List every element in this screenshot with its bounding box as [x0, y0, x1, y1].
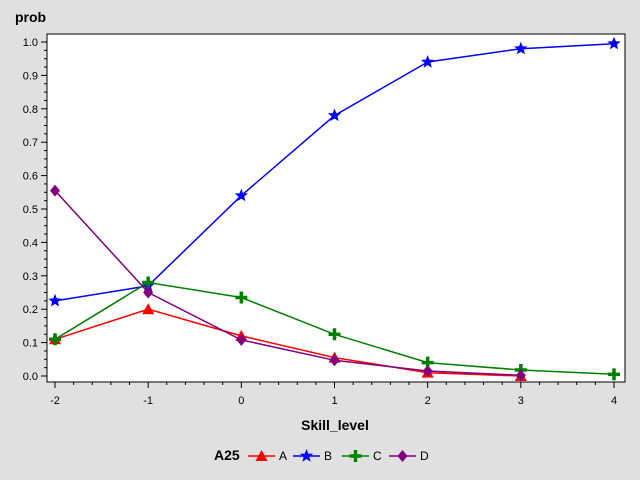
- data-point: [608, 368, 620, 381]
- data-point: [515, 369, 526, 382]
- legend: A25 A B C D: [214, 447, 429, 463]
- legend-label: C: [373, 449, 382, 463]
- data-point: [328, 328, 341, 341]
- data-point: [48, 293, 62, 307]
- legend-item-D: D: [389, 449, 429, 463]
- y-tick-label: 0.4: [23, 237, 38, 249]
- y-tick-label: 0.0: [23, 371, 38, 383]
- y-tick-label: 0.8: [23, 104, 38, 116]
- x-tick-label: 1: [331, 395, 337, 407]
- data-point: [236, 333, 247, 346]
- y-axis: 0.0 0.1 0.2 0.3 0.4 0.5 0.6 0.7 0.8 0.9 1.0: [23, 37, 47, 383]
- x-tick-label: 0: [238, 395, 244, 407]
- data-point: [327, 108, 342, 122]
- legend-title: A25: [214, 447, 240, 463]
- series-line: [54, 190, 521, 377]
- x-tick-label: 4: [611, 395, 617, 407]
- data-point: [514, 41, 528, 55]
- y-tick-label: 0.2: [23, 304, 38, 316]
- y-tick-label: 0.7: [23, 137, 38, 149]
- data-point: [50, 184, 60, 197]
- x-tick-label: -1: [143, 395, 153, 407]
- series-D: [50, 184, 526, 382]
- x-tick-label: 2: [425, 395, 431, 407]
- legend-marker: [397, 450, 408, 462]
- legend-marker: [299, 449, 314, 462]
- data-point: [142, 276, 155, 289]
- y-tick-label: 1.0: [23, 37, 38, 49]
- legend-marker: [255, 450, 268, 461]
- legend-item-C: C: [342, 449, 382, 463]
- series-line: [54, 308, 521, 377]
- legend-item-A: A: [248, 449, 287, 463]
- x-axis: -2 -1 0 1 2 3 4: [50, 382, 617, 407]
- data-point: [234, 188, 248, 202]
- data-point: [49, 333, 61, 346]
- series-layer: [48, 36, 621, 382]
- plot-area: [46, 33, 626, 383]
- legend-label: D: [420, 449, 429, 463]
- x-tick-label: 3: [518, 395, 524, 407]
- legend-label: B: [324, 449, 332, 463]
- legend-marker: [349, 450, 362, 462]
- y-tick-label: 0.5: [23, 204, 38, 216]
- legend-label: A: [279, 449, 287, 463]
- y-tick-label: 0.1: [23, 338, 38, 350]
- data-point: [142, 303, 155, 315]
- legend-item-B: B: [293, 449, 332, 463]
- data-point: [607, 36, 621, 50]
- data-point: [329, 354, 340, 367]
- data-point: [143, 286, 154, 299]
- y-tick-label: 0.6: [23, 171, 38, 183]
- data-point: [421, 55, 435, 68]
- y-axis-label: prob: [15, 9, 46, 25]
- y-tick-label: 0.9: [23, 70, 38, 82]
- x-axis-label: Skill_level: [301, 417, 369, 433]
- data-point: [235, 291, 248, 304]
- data-point: [422, 364, 433, 377]
- x-tick-label: -2: [50, 395, 60, 407]
- y-tick-label: 0.3: [23, 271, 38, 283]
